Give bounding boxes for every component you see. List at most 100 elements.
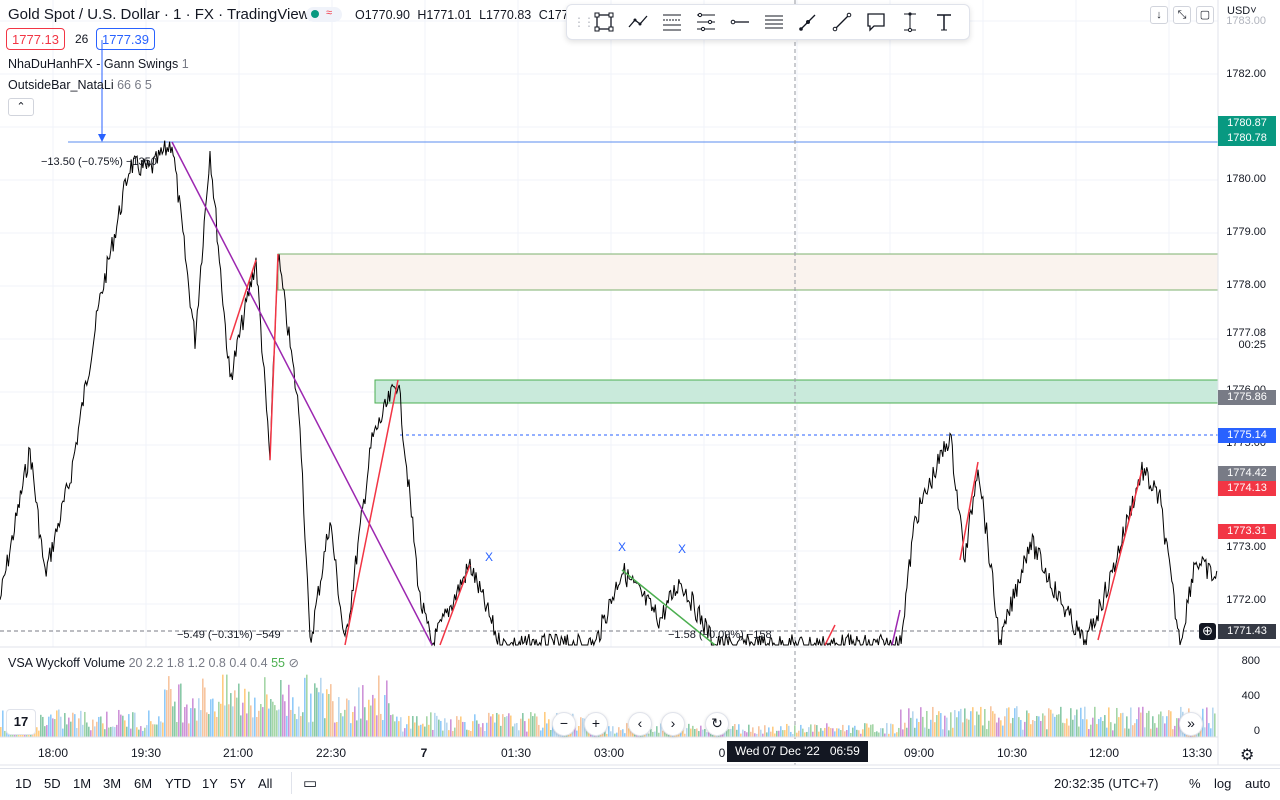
price-range-tool-button[interactable]: [893, 7, 927, 37]
range-5d-button[interactable]: 5D: [44, 776, 61, 791]
volume-bar: [1038, 716, 1040, 737]
currency-selector[interactable]: USD˅: [1227, 5, 1257, 17]
volume-bar: [982, 725, 984, 737]
parallel-channel-tool-button[interactable]: [757, 7, 791, 37]
fib-retracement-tool-button[interactable]: [655, 7, 689, 37]
range-5y-button[interactable]: 5Y: [230, 776, 246, 791]
timezone-clock[interactable]: 20:32:35 (UTC+7): [1054, 776, 1159, 791]
volume-bar: [92, 719, 94, 737]
volume-bar: [1006, 708, 1008, 737]
scroll-right-button[interactable]: ›: [661, 712, 685, 736]
percent-scale-button[interactable]: %: [1189, 776, 1201, 791]
volume-bar: [856, 729, 858, 737]
chart-settings-button[interactable]: ⚙: [1240, 745, 1254, 765]
collapse-legend-button[interactable]: ⌃: [8, 98, 34, 116]
price-axis-label: 1772.00: [1226, 594, 1266, 606]
volume-bar: [1036, 715, 1038, 737]
trend-line-tool-button[interactable]: [825, 7, 859, 37]
arrow-down-button[interactable]: ↓: [1150, 6, 1168, 24]
fullscreen-icon: ▢: [1199, 9, 1211, 21]
scroll-to-realtime-button[interactable]: »: [1179, 712, 1203, 736]
volume-bar: [136, 727, 138, 737]
swing-red-1: [229, 259, 257, 341]
volume-bar: [744, 731, 746, 737]
volume-bar: [894, 733, 896, 737]
reset-chart-button[interactable]: ↻: [705, 712, 729, 736]
hide-values-icon[interactable]: ⊘: [288, 656, 299, 670]
price-axis-label: 1782.00: [1226, 68, 1266, 80]
swing-green-1: [621, 569, 716, 646]
volume-bar: [180, 683, 182, 737]
auto-scale-button[interactable]: auto: [1245, 776, 1271, 791]
volume-bar: [1088, 729, 1090, 737]
log-scale-button[interactable]: log: [1214, 776, 1232, 791]
range-6m-button[interactable]: 6M: [134, 776, 153, 791]
volume-bar: [896, 732, 898, 737]
volume-bar: [752, 727, 754, 737]
trend-angle-tool-button[interactable]: [791, 7, 825, 37]
volume-bar: [1002, 725, 1004, 737]
volume-bar: [470, 731, 472, 737]
volume-legend[interactable]: VSA Wyckoff Volume 20 2.2 1.8 1.2 0.8 0.…: [8, 655, 299, 670]
text-tool-button[interactable]: [927, 7, 961, 37]
volume-bar: [1062, 722, 1064, 737]
volume-indicator-value: 55: [271, 656, 285, 670]
volume-bar: [244, 688, 246, 737]
volume-bar: [1174, 725, 1176, 737]
volume-bar: [546, 723, 548, 737]
volume-bar: [726, 729, 728, 737]
volume-bar: [954, 710, 956, 737]
volume-bar: [70, 721, 72, 737]
volume-bar: [958, 711, 960, 737]
zoom-out-button[interactable]: −: [552, 712, 576, 736]
time-axis-label: 01:30: [500, 746, 532, 760]
volume-bar: [1044, 715, 1046, 737]
market-status-indicator[interactable]: ≈: [306, 7, 342, 22]
collapse-button[interactable]: ⤡: [1173, 6, 1191, 24]
price-range-icon: [904, 12, 916, 33]
volume-bar: [792, 733, 794, 737]
indicator-legend-1[interactable]: NhaDuHanhFX - Gann Swings 1: [8, 57, 189, 71]
volume-bar: [868, 727, 870, 737]
volume-bar: [472, 721, 474, 737]
fib-channel-tool-button[interactable]: [689, 7, 723, 37]
zoom-in-button[interactable]: +: [584, 712, 608, 736]
range-all-button[interactable]: All: [258, 776, 273, 791]
volume-bar: [516, 723, 518, 737]
range-1d-button[interactable]: 1D: [15, 776, 32, 791]
drag-handle-icon[interactable]: ⋮⋮: [573, 15, 595, 29]
fullscreen-button[interactable]: ▢: [1196, 6, 1214, 24]
volume-bar: [908, 708, 910, 737]
callout-tool-button[interactable]: [859, 7, 893, 37]
range-3m-button[interactable]: 3M: [103, 776, 122, 791]
tradingview-logo[interactable]: 17: [6, 709, 36, 735]
horizontal-ray-tool-button[interactable]: [723, 7, 757, 37]
date-range-button[interactable]: ▭: [303, 774, 317, 792]
volume-bar: [498, 714, 500, 737]
path-tool-button[interactable]: [621, 7, 655, 37]
add-alert-button[interactable]: ⊕: [1199, 623, 1216, 640]
indicator-legend-2[interactable]: OutsideBar_NataLi 66 6 5: [8, 78, 152, 92]
volume-bar: [1010, 723, 1012, 737]
buy-button[interactable]: 1777.39: [96, 28, 155, 50]
sell-button[interactable]: 1777.13: [6, 28, 65, 50]
range-1y-button[interactable]: 1Y: [202, 776, 218, 791]
volume-bar: [1098, 718, 1100, 737]
symbol-title[interactable]: Gold Spot / U.S. Dollar · 1 · FX · Tradi…: [8, 6, 310, 23]
volume-bar: [458, 719, 460, 737]
spread-value: 26: [75, 32, 89, 46]
range-ytd-button[interactable]: YTD: [165, 776, 191, 791]
volume-bar: [342, 716, 344, 737]
volume-bar: [898, 727, 900, 737]
volume-bar: [946, 717, 948, 737]
scroll-left-button[interactable]: ‹: [628, 712, 652, 736]
volume-bar: [220, 703, 222, 737]
chart-grid: [0, 0, 1218, 647]
volume-bar: [692, 725, 694, 737]
volume-bar: [866, 723, 868, 737]
volume-bar: [948, 730, 950, 737]
rectangle-tool-button[interactable]: [587, 7, 621, 37]
range-1m-button[interactable]: 1M: [73, 776, 92, 791]
volume-bar: [988, 720, 990, 737]
